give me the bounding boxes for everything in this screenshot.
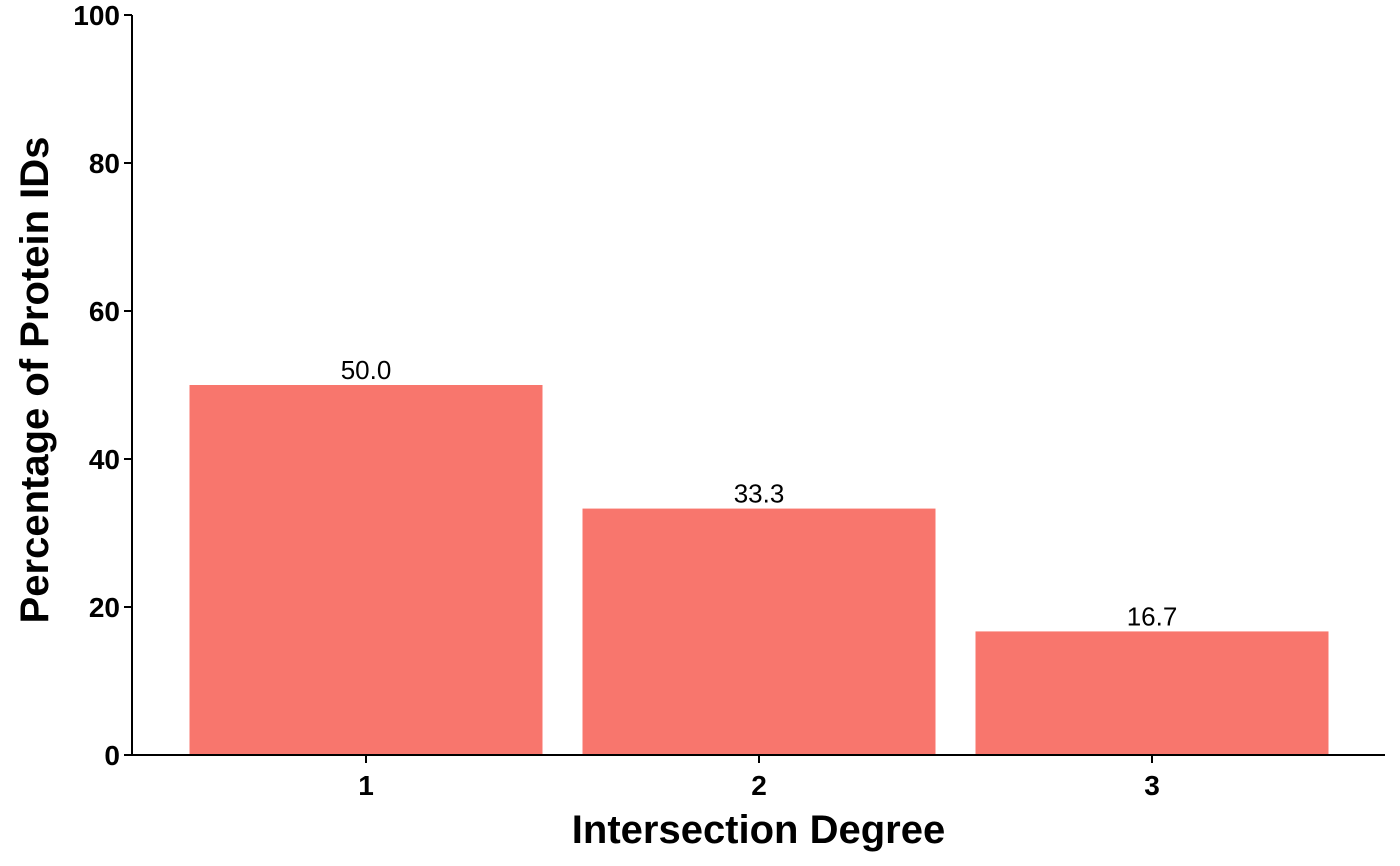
x-axis-title: Intersection Degree bbox=[572, 808, 945, 852]
x-tick-label: 1 bbox=[358, 770, 374, 801]
bar-1 bbox=[189, 385, 543, 755]
y-tick-label: 20 bbox=[89, 592, 120, 623]
bar-2 bbox=[582, 508, 936, 755]
data-labels-layer: 50.0 33.3 16.7 bbox=[341, 355, 1178, 631]
y-tick-label: 40 bbox=[89, 444, 120, 475]
x-axis-ticks: 1 2 3 bbox=[358, 755, 1160, 801]
y-tick-label: 60 bbox=[89, 296, 120, 327]
y-tick-label: 100 bbox=[73, 0, 120, 31]
y-tick-label: 80 bbox=[89, 148, 120, 179]
y-axis-title: Percentage of Protein IDs bbox=[13, 137, 57, 624]
data-label-1: 50.0 bbox=[341, 355, 392, 385]
bar-3 bbox=[975, 631, 1329, 755]
x-tick-label: 2 bbox=[751, 770, 767, 801]
y-axis-ticks: 0 20 40 60 80 100 bbox=[73, 0, 132, 771]
x-tick-label: 3 bbox=[1144, 770, 1160, 801]
y-tick-label: 0 bbox=[104, 740, 120, 771]
data-label-2: 33.3 bbox=[734, 479, 785, 509]
bars-layer bbox=[189, 385, 1329, 755]
data-label-3: 16.7 bbox=[1127, 601, 1178, 631]
